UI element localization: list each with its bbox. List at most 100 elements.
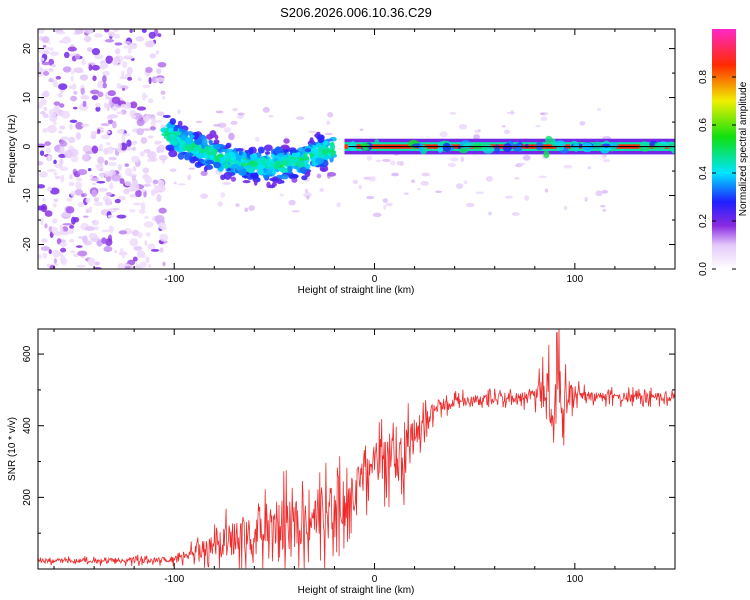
drift-speckle — [195, 152, 205, 159]
noise-speckle — [121, 61, 128, 69]
drift-speckle — [321, 148, 328, 155]
noise-speckle — [137, 232, 143, 239]
noise-speckle — [46, 147, 51, 154]
haze-speckle — [169, 168, 177, 172]
drift-speckle — [304, 148, 312, 153]
haze-speckle — [563, 205, 568, 211]
noise-speckle — [159, 247, 164, 253]
haze-speckle — [460, 156, 464, 163]
noise-speckle — [53, 172, 58, 176]
noise-speckle — [75, 132, 82, 140]
noise-speckle — [51, 64, 56, 68]
haze-speckle — [232, 107, 239, 112]
noise-speckle — [157, 62, 167, 68]
drift-speckle — [231, 163, 240, 169]
noise-speckle — [96, 239, 103, 247]
drift-speckle — [184, 152, 194, 158]
noise-speckle — [144, 239, 148, 246]
noise-speckle — [146, 151, 157, 160]
noise-speckle — [70, 190, 76, 197]
drift-speckle — [303, 152, 308, 160]
noise-speckle — [59, 254, 66, 264]
noise-speckle — [52, 249, 60, 258]
noise-speckle — [100, 173, 105, 179]
drift-speckle — [257, 146, 265, 154]
noise-speckle — [162, 261, 166, 267]
noise-speckle — [140, 137, 148, 144]
haze-speckle — [463, 180, 468, 185]
noise-speckle — [38, 61, 41, 68]
haze-speckle — [188, 167, 196, 170]
x-tick-label: 100 — [566, 274, 583, 285]
drift-speckle — [228, 132, 235, 141]
haze-speckle — [150, 120, 157, 127]
noise-speckle — [54, 175, 61, 180]
haze-speckle — [235, 203, 240, 207]
x-tick-label: 100 — [566, 574, 583, 585]
noise-speckle — [112, 207, 120, 211]
snr-frame — [37, 328, 676, 570]
drift-speckle — [211, 148, 218, 155]
noise-speckle — [54, 163, 63, 169]
noise-speckle — [68, 181, 75, 187]
drift-speckle — [322, 140, 329, 146]
haze-speckle — [385, 202, 393, 207]
haze-speckle — [524, 195, 530, 201]
noise-speckle — [90, 130, 99, 136]
noise-speckle — [69, 119, 78, 123]
noise-speckle — [47, 124, 57, 134]
noise-speckle — [100, 134, 111, 140]
noise-speckle — [106, 55, 114, 63]
haze-speckle — [447, 162, 456, 168]
noise-speckle — [42, 127, 48, 133]
drift-speckle — [238, 169, 247, 176]
band-speckle — [442, 142, 452, 152]
noise-speckle — [97, 156, 105, 165]
noise-speckle — [132, 146, 136, 151]
noise-speckle — [156, 194, 162, 202]
noise-speckle — [49, 47, 54, 52]
drift-speckle — [283, 148, 289, 153]
noise-speckle — [44, 223, 48, 229]
noise-speckle — [137, 254, 146, 259]
band-speckle — [556, 144, 565, 151]
haze-speckle — [488, 211, 492, 216]
drift-speckle — [215, 154, 221, 163]
drift-speckle — [310, 147, 319, 155]
noise-speckle — [139, 261, 147, 268]
drift-speckle — [227, 154, 232, 161]
haze-speckle — [223, 127, 232, 133]
drift-speckle — [297, 160, 306, 169]
noise-speckle — [144, 95, 149, 98]
haze-speckle — [248, 205, 255, 211]
figure-title: S206.2026.006.10.36.C29 — [280, 5, 432, 20]
noise-speckle — [108, 114, 118, 119]
noise-speckle — [52, 203, 57, 208]
noise-speckle — [55, 75, 62, 80]
haze-speckle — [215, 110, 224, 114]
drift-speckle — [197, 144, 202, 152]
drift-speckle — [310, 156, 317, 161]
noise-speckle — [59, 146, 65, 154]
noise-speckle — [88, 257, 96, 263]
haze-speckle — [587, 166, 592, 170]
noise-speckle — [141, 128, 152, 131]
noise-speckle — [56, 238, 62, 245]
haze-speckle — [535, 124, 541, 128]
noise-speckle — [73, 90, 78, 95]
noise-speckle — [53, 120, 57, 126]
noise-speckle — [60, 247, 67, 253]
noise-speckle — [147, 135, 154, 139]
noise-speckle — [80, 95, 90, 100]
drift-speckle — [226, 168, 232, 172]
noise-speckle — [111, 174, 121, 182]
drift-speckle — [287, 165, 293, 174]
noise-speckle — [156, 111, 165, 116]
noise-speckle — [40, 57, 45, 62]
haze-speckle — [308, 130, 318, 134]
noise-speckle — [107, 90, 116, 97]
noise-speckle — [82, 100, 87, 108]
noise-speckle — [107, 31, 115, 37]
band-speckle — [545, 135, 553, 144]
noise-speckle — [129, 238, 139, 247]
